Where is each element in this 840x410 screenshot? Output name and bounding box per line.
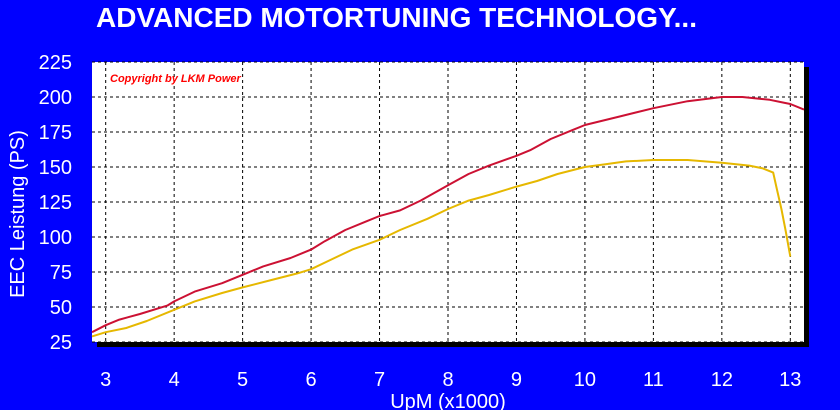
y-tick-label: 50 xyxy=(50,297,72,319)
x-tick-label: 5 xyxy=(237,369,248,391)
x-tick-label: 13 xyxy=(779,369,801,391)
y-tick-label: 25 xyxy=(50,332,72,354)
plot-shadow xyxy=(804,67,809,347)
y-tick-label: 150 xyxy=(39,157,72,179)
x-tick-label: 8 xyxy=(442,369,453,391)
series-lines xyxy=(91,96,805,338)
y-tick-label: 225 xyxy=(39,52,72,74)
y-tick-label: 200 xyxy=(39,87,72,109)
y-tick-label: 175 xyxy=(39,122,72,144)
copyright-annotation: Copyright by LKM Power xyxy=(110,73,242,85)
x-tick-labels: 3 4 5 6 7 8 9 10 11 12 13 xyxy=(100,369,801,391)
x-tick-label: 3 xyxy=(100,369,111,391)
y-tick-labels: 25 50 75 100 125 150 175 200 225 xyxy=(39,52,72,354)
series-line-2 xyxy=(91,159,792,338)
x-tick-label: 4 xyxy=(169,369,180,391)
x-tick-label: 9 xyxy=(511,369,522,391)
y-axis-label: EEC Leistung (PS) xyxy=(7,130,29,298)
x-tick-label: 10 xyxy=(574,369,596,391)
grid xyxy=(92,61,804,343)
x-axis-label: UpM (x1000) xyxy=(390,391,506,410)
x-tick-label: 11 xyxy=(643,369,664,391)
y-tick-label: 75 xyxy=(50,262,72,284)
x-tick-label: 6 xyxy=(306,369,317,391)
page-title: ADVANCED MOTORTUNING TECHNOLOGY... xyxy=(96,2,697,33)
series-line-1 xyxy=(91,96,805,334)
plot-shadow xyxy=(97,342,809,347)
y-tick-label: 100 xyxy=(39,227,72,249)
x-tick-label: 12 xyxy=(711,369,733,391)
y-tick-label: 125 xyxy=(39,192,72,214)
x-tick-label: 7 xyxy=(374,369,385,391)
